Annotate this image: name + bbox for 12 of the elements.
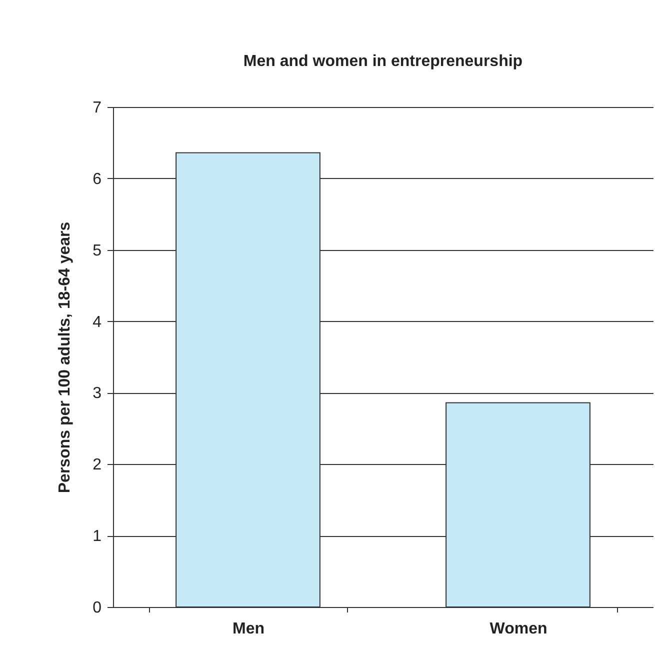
y-tick-label: 1 bbox=[92, 528, 102, 546]
y-tick-label: 0 bbox=[92, 600, 102, 616]
x-tick-label: Women bbox=[490, 620, 548, 638]
x-tick-label: Men bbox=[232, 620, 264, 638]
y-tick-label: 4 bbox=[92, 314, 102, 331]
y-tick-label: 2 bbox=[92, 456, 102, 474]
y-tick-label: 3 bbox=[92, 385, 102, 402]
y-tick-label: 6 bbox=[92, 170, 102, 188]
y-axis-title: Persons per 100 adults, 18-64 years bbox=[56, 222, 74, 494]
chart-title: Men and women in entrepreneurship bbox=[243, 53, 523, 70]
y-tick-label: 5 bbox=[92, 242, 102, 260]
y-tick-label: 7 bbox=[92, 100, 102, 116]
